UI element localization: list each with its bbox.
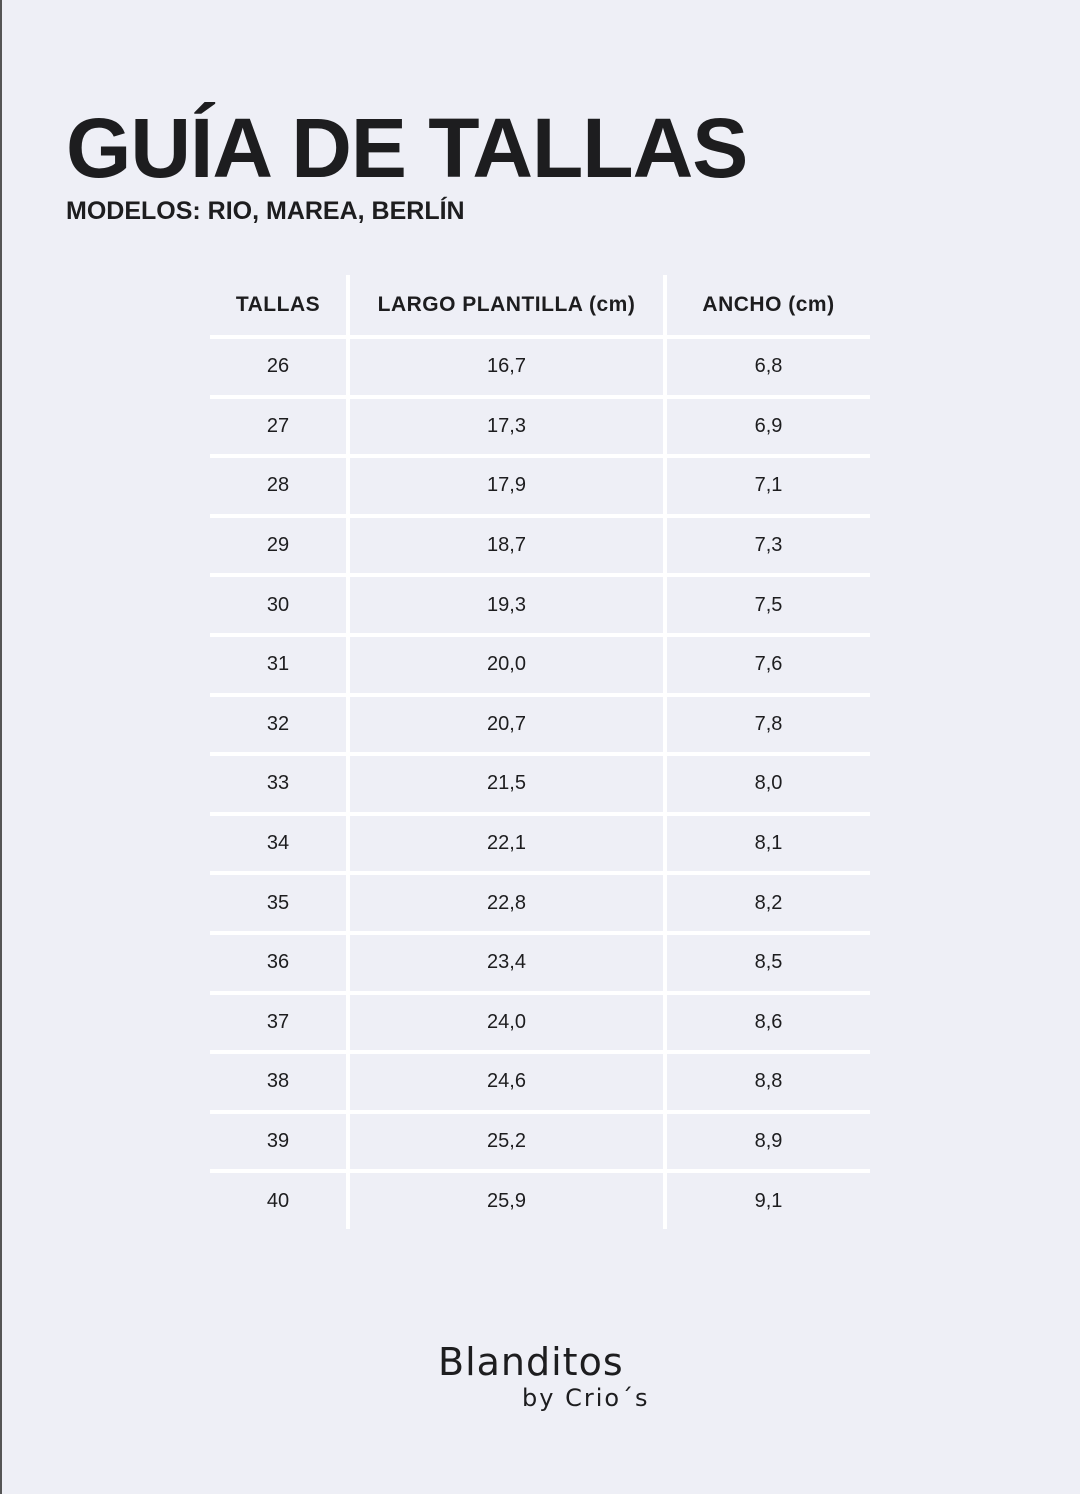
- table-row: 38 24,6 8,8: [210, 1050, 870, 1110]
- table-row: 31 20,0 7,6: [210, 632, 870, 693]
- cell-largo: 19,3: [350, 577, 667, 633]
- cell-talla: 28: [210, 458, 350, 514]
- cell-talla: 38: [210, 1054, 350, 1110]
- header-largo: LARGO PLANTILLA (cm): [350, 275, 667, 335]
- cell-talla: 33: [210, 756, 350, 812]
- table-row: 33 21,5 8,0: [210, 752, 870, 812]
- cell-largo: 20,0: [350, 636, 667, 693]
- brand-name: Blanditos: [438, 1340, 624, 1384]
- header-tallas: TALLAS: [210, 275, 350, 335]
- cell-largo: 20,7: [350, 696, 667, 753]
- cell-largo: 16,7: [350, 339, 667, 395]
- size-table: TALLAS LARGO PLANTILLA (cm) ANCHO (cm) 2…: [210, 275, 870, 1229]
- cell-ancho: 7,8: [754, 712, 783, 735]
- cell-ancho: 8,9: [754, 1130, 783, 1153]
- brand-tagline: by Crio´s: [522, 1384, 650, 1412]
- cell-talla: 27: [210, 398, 350, 455]
- cell-ancho: 7,6: [754, 653, 783, 676]
- table-row: 29 18,7 7,3: [210, 513, 870, 574]
- cell-largo: 18,7: [350, 517, 667, 574]
- table-row: 39 25,2 8,9: [210, 1109, 870, 1170]
- cell-largo: 24,6: [350, 1054, 667, 1110]
- table-row: 30 19,3 7,5: [210, 573, 870, 633]
- table-row: 27 17,3 6,9: [210, 394, 870, 455]
- cell-largo: 23,4: [350, 934, 667, 991]
- cell-largo: 17,3: [350, 398, 667, 455]
- table-row: 37 24,0 8,6: [210, 990, 870, 1051]
- cell-largo: 22,8: [350, 875, 667, 931]
- cell-talla: 39: [210, 1113, 350, 1170]
- cell-talla: 29: [210, 517, 350, 574]
- cell-talla: 32: [210, 696, 350, 753]
- cell-largo: 21,5: [350, 756, 667, 812]
- cell-talla: 26: [210, 339, 350, 395]
- cell-largo: 24,0: [350, 994, 667, 1051]
- cell-largo: 22,1: [350, 815, 667, 872]
- cell-ancho: 6,8: [754, 355, 783, 378]
- cell-largo: 17,9: [350, 458, 667, 514]
- cell-ancho: 7,5: [754, 593, 783, 616]
- cell-talla: 37: [210, 994, 350, 1051]
- table-row: 28 17,9 7,1: [210, 454, 870, 514]
- cell-talla: 36: [210, 934, 350, 991]
- cell-ancho: 9,1: [754, 1189, 783, 1212]
- cell-talla: 35: [210, 875, 350, 931]
- header-ancho: ANCHO (cm): [702, 293, 835, 316]
- table-row: 35 22,8 8,2: [210, 871, 870, 931]
- cell-talla: 30: [210, 577, 350, 633]
- table-row: 34 22,1 8,1: [210, 811, 870, 872]
- cell-ancho: 8,6: [754, 1010, 783, 1033]
- cell-talla: 34: [210, 815, 350, 872]
- cell-largo: 25,9: [350, 1173, 667, 1229]
- cell-ancho: 8,1: [754, 832, 783, 855]
- page-title: GUÍA DE TALLAS: [66, 101, 748, 195]
- cell-talla: 40: [210, 1173, 350, 1229]
- table-row: 32 20,7 7,8: [210, 692, 870, 753]
- brand-logo: Blanditos by Crio´s: [438, 1340, 650, 1412]
- table-row: 36 23,4 8,5: [210, 930, 870, 991]
- page-subtitle: MODELOS: RIO, MAREA, BERLÍN: [66, 197, 465, 225]
- table-row: 40 25,9 9,1: [210, 1169, 870, 1229]
- page-edge: [0, 0, 2, 1494]
- cell-ancho: 8,5: [754, 951, 783, 974]
- cell-largo: 25,2: [350, 1113, 667, 1170]
- cell-ancho: 8,2: [754, 891, 783, 914]
- cell-ancho: 7,3: [754, 534, 783, 557]
- cell-ancho: 6,9: [754, 414, 783, 437]
- cell-ancho: 8,0: [754, 772, 783, 795]
- cell-ancho: 8,8: [754, 1070, 783, 1093]
- table-header: TALLAS LARGO PLANTILLA (cm) ANCHO (cm): [210, 275, 870, 335]
- cell-ancho: 7,1: [754, 474, 783, 497]
- cell-talla: 31: [210, 636, 350, 693]
- table-row: 26 16,7 6,8: [210, 335, 870, 395]
